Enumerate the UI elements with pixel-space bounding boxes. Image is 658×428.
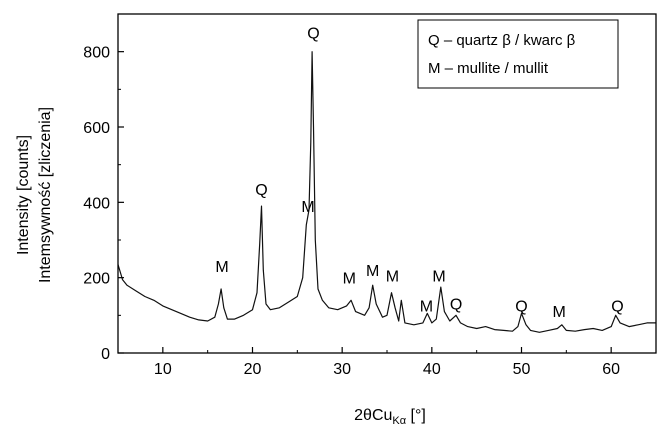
y-tick-label: 400 — [83, 195, 110, 212]
y-axis: 0 200 400 600 800 — [83, 45, 124, 363]
legend-box — [417, 19, 619, 89]
x-axis: 10 20 30 40 50 60 — [117, 347, 657, 378]
x-tick-label: 10 — [154, 361, 172, 378]
peak-label-m: M — [343, 270, 356, 287]
y-tick-label: 200 — [83, 271, 110, 288]
peak-label-m: M — [552, 304, 565, 321]
x-tick-label: 50 — [513, 361, 531, 378]
x-axis-title-unit: [°] — [411, 407, 426, 424]
peak-label-m: M — [420, 299, 433, 316]
x-tick-label: 60 — [602, 361, 620, 378]
peak-label-m: M — [366, 263, 379, 280]
legend: Q – quartz β / kwarc β M – mullite / mul… — [417, 19, 619, 89]
y-axis-title-line-1: Intensity [counts] — [15, 135, 32, 255]
peak-label-q: Q — [611, 299, 623, 316]
y-axis-title-line-2: Intemsywność [zliczenia] — [37, 107, 54, 283]
y-tick-label: 600 — [83, 120, 110, 137]
peak-label-m: M — [432, 268, 445, 285]
peak-label-m: M — [301, 199, 314, 216]
x-tick-label: 30 — [333, 361, 351, 378]
series-line-xrd — [117, 51, 656, 333]
y-tick-label: 800 — [83, 45, 110, 62]
peak-label-q: Q — [450, 297, 462, 314]
peak-label-q: Q — [515, 299, 527, 316]
legend-entry-quartz: Q – quartz β / kwarc β — [428, 32, 576, 49]
peak-label-q: Q — [307, 25, 319, 42]
peak-label-m: M — [386, 268, 399, 285]
x-tick-label: 20 — [244, 361, 262, 378]
x-axis-title-main: 2θCu — [354, 407, 392, 424]
y-axis-title: Intensity [counts] Intemsywność [zliczen… — [15, 107, 54, 283]
peak-label-m: M — [215, 259, 228, 276]
x-axis-title-subscript: Kα — [392, 415, 406, 427]
x-tick-label: 40 — [423, 361, 441, 378]
y-tick-label: 0 — [101, 346, 110, 363]
legend-entry-mullite: M – mullite / mullit — [428, 60, 549, 77]
x-axis-title: 2θCuKα [°] — [354, 407, 426, 427]
peak-label-q: Q — [255, 182, 267, 199]
